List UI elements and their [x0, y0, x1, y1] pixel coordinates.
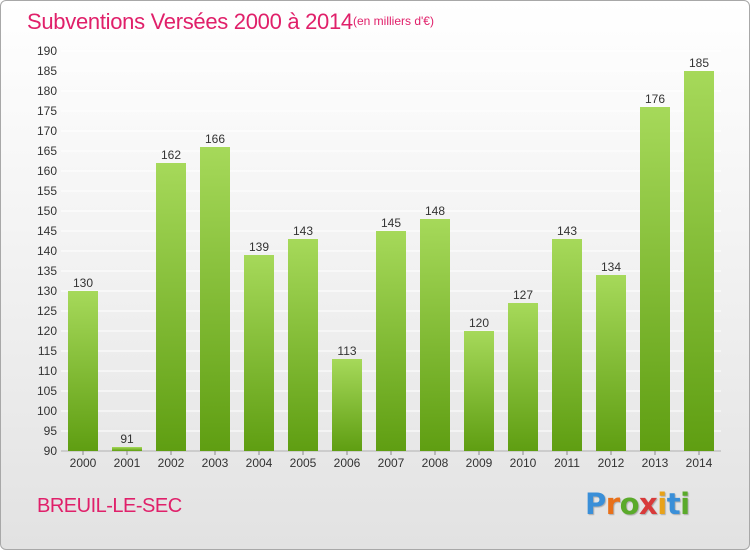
- commune-name: BREUIL-LE-SEC: [37, 495, 182, 517]
- x-tick-label-2009: 2009: [466, 456, 493, 470]
- y-tick-label: 95: [44, 424, 58, 438]
- x-tick-label-2013: 2013: [642, 456, 669, 470]
- y-tick-label: 150: [37, 204, 57, 218]
- y-tick-label: 165: [37, 144, 57, 158]
- x-tick-label-2000: 2000: [70, 456, 97, 470]
- data-label-2006: 113: [337, 344, 356, 358]
- data-label-2002: 162: [161, 148, 181, 162]
- data-label-2011: 143: [557, 224, 577, 238]
- bar-2011: [552, 239, 582, 451]
- logo-letter: i: [657, 487, 667, 521]
- y-tick-label: 105: [37, 384, 57, 398]
- x-tick-label-2014: 2014: [686, 456, 713, 470]
- bar-2005: [288, 239, 318, 451]
- y-tick-label: 100: [37, 404, 57, 418]
- proxiti-logo: Proxiti: [585, 487, 690, 521]
- y-tick-label: 155: [37, 184, 57, 198]
- x-axis-ticks: 2000 2001 2002 2003 2004 2005 2006 2007 2008 2009…: [70, 451, 713, 470]
- logo-letter: o: [619, 487, 640, 521]
- logo-letter: P: [585, 487, 606, 521]
- data-label-2014: 185: [689, 56, 709, 70]
- y-tick-label: 180: [37, 84, 57, 98]
- y-axis-ticks: 90 95 100 105 110 115 120 125 130 135 140 145 150 155…: [37, 44, 57, 458]
- bars: [68, 71, 714, 451]
- bar-2013: [640, 107, 670, 451]
- x-tick-label-2002: 2002: [158, 456, 185, 470]
- bar-2012: [596, 275, 626, 451]
- y-tick-label: 125: [37, 304, 57, 318]
- bar-2004: [244, 255, 274, 451]
- y-tick-label: 140: [37, 244, 57, 258]
- x-tick-label-2010: 2010: [510, 456, 537, 470]
- x-tick-label-2011: 2011: [554, 456, 580, 470]
- y-tick-label: 175: [37, 104, 57, 118]
- x-tick-label-2006: 2006: [334, 456, 361, 470]
- data-label-2007: 145: [381, 216, 401, 230]
- y-tick-label: 160: [37, 164, 57, 178]
- y-tick-label: 145: [37, 224, 57, 238]
- y-tick-label: 90: [44, 444, 58, 458]
- logo-letter: i: [680, 487, 690, 521]
- y-tick-label: 135: [37, 264, 57, 278]
- y-tick-label: 130: [37, 284, 57, 298]
- data-label-2004: 139: [249, 240, 269, 254]
- data-label-2000: 130: [73, 276, 93, 290]
- data-label-2012: 134: [601, 260, 621, 274]
- logo-letter: x: [639, 487, 658, 521]
- y-tick-label: 115: [38, 344, 57, 358]
- x-tick-label-2007: 2007: [378, 456, 405, 470]
- y-tick-label: 190: [37, 44, 57, 58]
- x-tick-label-2001: 2001: [114, 456, 141, 470]
- data-label-2005: 143: [293, 224, 313, 238]
- chart-title: Subventions Versées 2000 à 2014: [27, 9, 353, 34]
- y-tick-label: 170: [37, 124, 57, 138]
- logo-letter: t: [666, 487, 681, 521]
- logo-letter: r: [605, 487, 620, 521]
- data-label-2001: 91: [120, 432, 134, 446]
- data-label-2003: 166: [205, 132, 225, 146]
- y-tick-label: 185: [37, 64, 57, 78]
- x-tick-label-2012: 2012: [598, 456, 625, 470]
- y-tick-label: 120: [37, 324, 57, 338]
- bar-2009: [464, 331, 494, 451]
- data-label-2013: 176: [645, 92, 665, 106]
- bar-2008: [420, 219, 450, 451]
- bar-2007: [376, 231, 406, 451]
- bar-2003: [200, 147, 230, 451]
- bar-2001: [112, 447, 142, 451]
- data-label-2010: 127: [513, 288, 533, 302]
- y-tick-label: 110: [38, 364, 57, 378]
- bar-2006: [332, 359, 362, 451]
- bar-2002: [156, 163, 186, 451]
- x-tick-label-2005: 2005: [290, 456, 317, 470]
- bar-2010: [508, 303, 538, 451]
- bar-2014: [684, 71, 714, 451]
- x-tick-label-2003: 2003: [202, 456, 229, 470]
- x-tick-label-2008: 2008: [422, 456, 449, 470]
- bar-2000: [68, 291, 98, 451]
- chart-unit-note: (en milliers d'€): [353, 14, 434, 28]
- x-tick-label-2004: 2004: [246, 456, 273, 470]
- data-labels: 130 91 162 166 139 143 113 145 148 120 127 143 134 17…: [73, 56, 709, 446]
- data-label-2008: 148: [425, 204, 445, 218]
- data-label-2009: 120: [469, 316, 489, 330]
